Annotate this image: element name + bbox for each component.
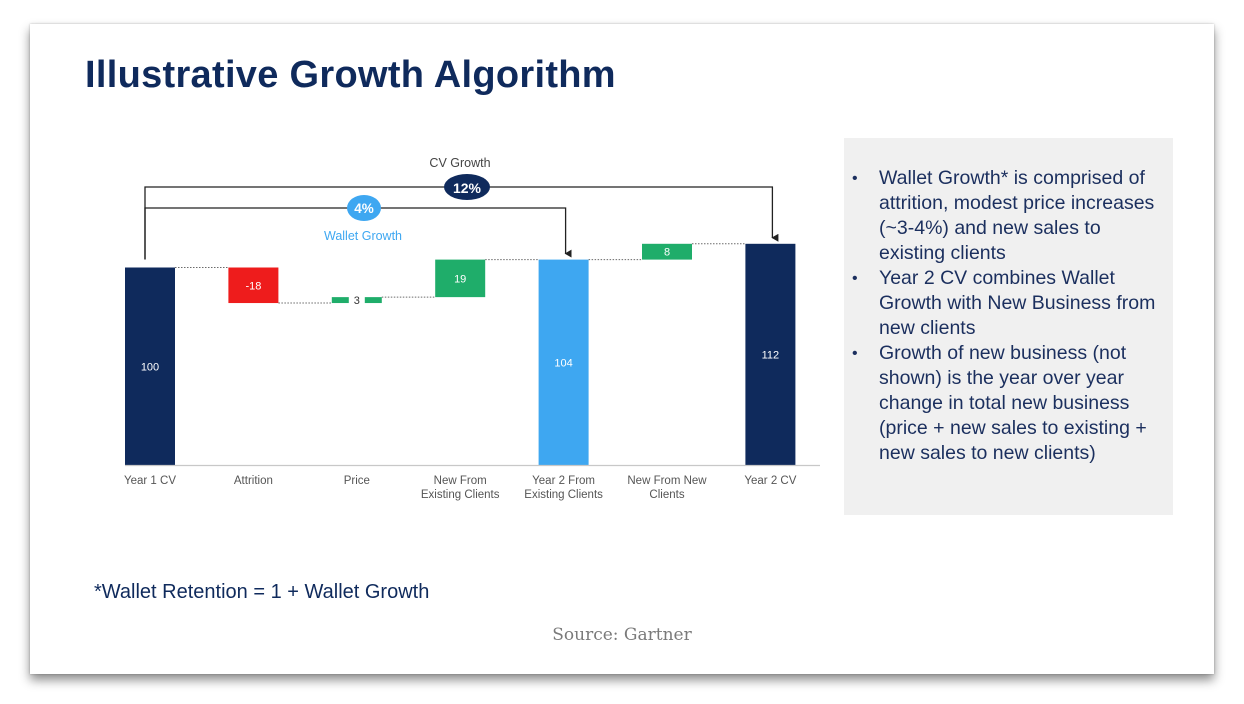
bar-0 — [125, 267, 175, 465]
waterfall-chart: 100 -18 3 19 104 8 112 Year 1 CV Attrition Price N… — [124, 156, 820, 501]
bar-4 — [538, 259, 589, 465]
note-item: Wallet Growth* is comprised of attrition… — [852, 166, 1159, 266]
notes-panel: Wallet Growth* is comprised of attrition… — [844, 138, 1173, 515]
page-title: Illustrative Growth Algorithm — [85, 54, 616, 96]
data-label: 19 — [454, 273, 466, 285]
cv-growth-label: CV Growth — [429, 156, 490, 170]
cv-growth-pill — [444, 174, 490, 200]
data-label-bg — [348, 293, 365, 308]
data-label: 8 — [664, 247, 670, 259]
source-caption: Source: Gartner — [552, 625, 692, 645]
tick-label: New From New Clients — [627, 475, 707, 501]
data-label: 3 — [354, 295, 360, 307]
wallet-growth-label: Wallet Growth — [324, 229, 402, 243]
slide: Illustrative Growth Algorithm 100 -18 3 19 1… — [30, 24, 1214, 674]
tick-label: Price — [344, 475, 370, 487]
tick-label: Year 2 CV — [744, 475, 796, 487]
tick-label: Year 2 From Existing Clients — [524, 475, 603, 501]
data-label: 112 — [762, 349, 780, 361]
data-label: -18 — [245, 280, 261, 292]
tick-label: New From Existing Clients — [421, 475, 500, 501]
footnote: *Wallet Retention = 1 + Wallet Growth — [94, 581, 430, 603]
bar-3 — [435, 259, 486, 298]
wallet-growth-pill — [347, 195, 381, 221]
tick-label: Year 1 CV — [124, 475, 176, 487]
tick-label: Attrition — [234, 475, 273, 487]
bar-5 — [642, 243, 692, 260]
bar-6 — [745, 243, 796, 465]
note-item: Growth of new business (not shown) is th… — [852, 341, 1159, 466]
notes-list: Wallet Growth* is comprised of attrition… — [844, 138, 1173, 466]
note-item: Year 2 CV combines Wallet Growth with Ne… — [852, 266, 1159, 341]
data-label: 100 — [141, 361, 159, 373]
cv-growth-value: 12% — [453, 180, 482, 196]
bar-1 — [228, 267, 279, 304]
data-label: 104 — [554, 357, 572, 369]
wallet-growth-value: 4% — [354, 201, 374, 216]
